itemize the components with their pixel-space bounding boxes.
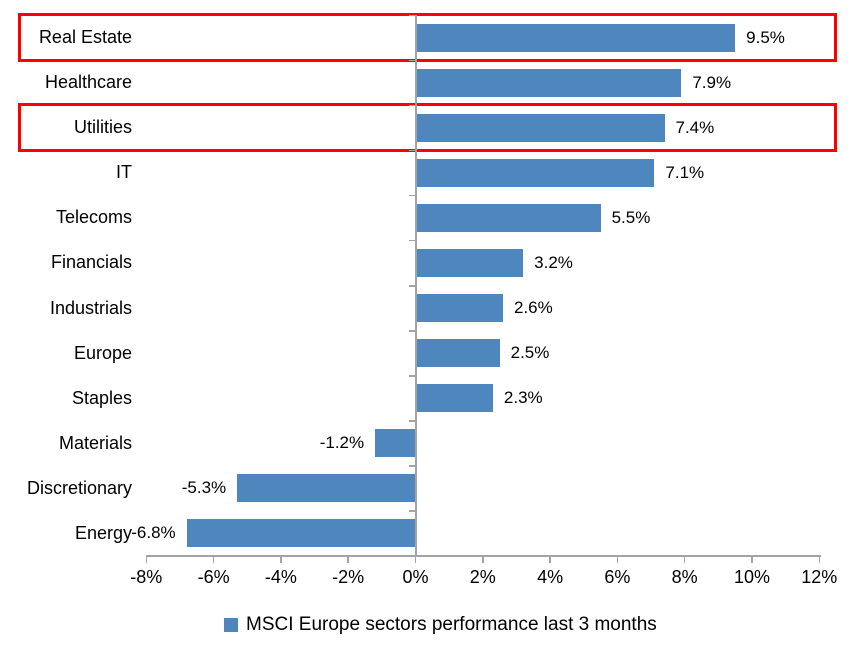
category-axis-tick <box>408 510 415 512</box>
bar <box>415 68 682 97</box>
value-label: 2.3% <box>503 388 543 408</box>
x-axis-tick <box>818 557 821 563</box>
legend-marker-icon <box>224 618 238 632</box>
value-label: 9.5% <box>746 27 785 47</box>
x-axis-tick-label: 10% <box>733 567 771 587</box>
x-axis-tick <box>549 557 551 563</box>
category-label: Financials <box>50 252 132 273</box>
value-label: -6.8% <box>131 523 176 543</box>
bar <box>415 23 736 52</box>
category-axis-tick <box>408 285 415 287</box>
legend: MSCI Europe sectors performance last 3 m… <box>224 611 657 639</box>
x-axis-tick-label: 0% <box>402 567 429 587</box>
x-axis-line <box>146 555 822 557</box>
category-label: Telecoms <box>55 207 132 228</box>
bar <box>375 429 416 458</box>
x-axis-tick <box>347 557 349 563</box>
category-label: Utilities <box>73 117 132 138</box>
value-label: -1.2% <box>319 433 365 453</box>
category-axis-tick <box>408 239 415 242</box>
x-axis-tick-label: -8% <box>130 567 163 587</box>
legend-label: MSCI Europe sectors performance last 3 m… <box>246 614 657 635</box>
category-axis-tick <box>408 330 415 332</box>
highlight-box-utilities <box>18 103 837 153</box>
value-label: 7.4% <box>675 117 715 137</box>
bar <box>415 294 503 323</box>
value-label: 5.5% <box>611 207 651 227</box>
x-axis-tick-label: -2% <box>332 567 365 587</box>
category-label: Materials <box>58 432 132 453</box>
value-label: 2.5% <box>510 343 550 363</box>
category-label: IT <box>116 162 132 183</box>
category-label: Real Estate <box>38 27 132 48</box>
bar <box>415 113 665 142</box>
category-label: Energy <box>74 522 132 543</box>
x-axis-tick-label: 8% <box>671 567 698 587</box>
category-axis-tick <box>408 59 415 62</box>
category-label: Staples <box>71 387 132 408</box>
x-axis-tick-label: -4% <box>264 567 297 587</box>
category-label: Healthcare <box>44 72 132 93</box>
category-axis-tick <box>408 104 415 107</box>
category-axis-tick <box>408 149 415 152</box>
value-label: 2.6% <box>513 298 553 318</box>
category-label: Europe <box>73 342 132 363</box>
x-axis-tick <box>751 557 753 563</box>
x-axis-tick-label: 4% <box>537 567 564 587</box>
bar <box>415 339 500 368</box>
value-label: -5.3% <box>181 478 227 498</box>
bar <box>415 384 493 413</box>
x-axis-tick <box>683 557 686 563</box>
value-label: 3.2% <box>534 252 573 272</box>
bar <box>237 474 416 503</box>
highlight-box-real-estate <box>18 13 837 63</box>
category-axis-tick <box>408 420 415 422</box>
x-axis-tick <box>482 557 484 563</box>
category-axis-tick <box>408 194 415 197</box>
value-label: 7.9% <box>692 72 732 92</box>
x-axis-tick <box>280 557 282 563</box>
bar <box>186 519 416 548</box>
bar <box>415 248 524 277</box>
bar <box>415 203 601 232</box>
x-axis-tick-label: 6% <box>604 567 631 587</box>
category-label: Discretionary <box>26 477 132 498</box>
category-axis-tick <box>408 465 415 467</box>
x-axis-tick <box>414 557 417 563</box>
x-axis-tick <box>212 557 215 563</box>
category-label: Industrials <box>49 297 132 318</box>
value-label: 7.1% <box>665 162 705 182</box>
category-axis-tick <box>408 14 415 16</box>
x-axis-tick-label: 12% <box>801 567 838 587</box>
category-axis-tick <box>408 375 415 377</box>
x-axis-tick <box>616 557 619 563</box>
value-axis-line <box>414 15 417 556</box>
bar <box>415 158 655 187</box>
x-axis-tick-label: -6% <box>197 567 230 587</box>
x-axis-tick <box>145 557 148 563</box>
x-axis-tick-label: 2% <box>469 567 496 587</box>
